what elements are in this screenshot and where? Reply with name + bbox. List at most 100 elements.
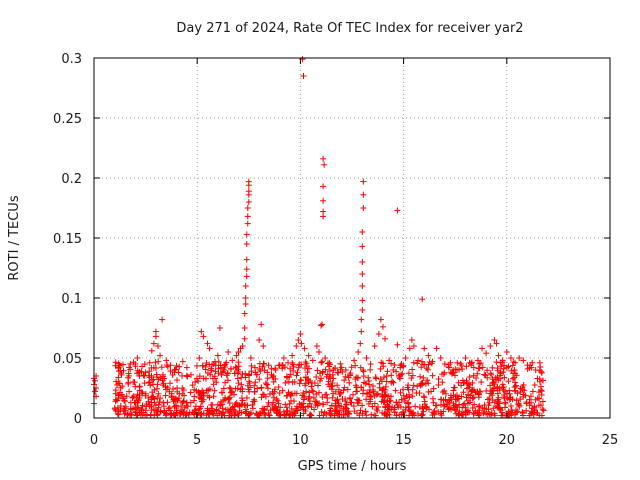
data-point — [142, 407, 149, 414]
data-point — [460, 401, 467, 408]
data-point — [293, 343, 300, 349]
data-point — [456, 366, 463, 373]
data-point — [294, 369, 301, 376]
data-point — [208, 405, 215, 412]
data-point — [374, 407, 381, 414]
data-point — [265, 362, 272, 369]
data-point — [341, 377, 348, 384]
data-point — [155, 401, 162, 408]
data-point — [414, 360, 421, 367]
data-point — [235, 349, 242, 355]
data-point — [308, 404, 315, 411]
data-point — [360, 191, 367, 198]
data-point — [517, 385, 524, 392]
data-point — [514, 390, 521, 397]
data-point — [512, 383, 519, 390]
data-point — [320, 183, 327, 190]
data-point — [280, 355, 287, 361]
data-point — [536, 378, 543, 385]
data-point — [466, 381, 473, 388]
data-point — [275, 384, 282, 391]
data-point — [300, 404, 307, 411]
data-point — [330, 367, 337, 373]
data-point — [502, 399, 509, 406]
data-point — [323, 391, 330, 398]
data-point — [233, 352, 240, 359]
data-point — [259, 363, 266, 370]
data-point — [119, 383, 126, 390]
data-point — [301, 396, 308, 403]
data-point — [181, 392, 188, 399]
data-point — [203, 360, 210, 367]
data-point — [540, 377, 547, 384]
data-point — [452, 372, 459, 379]
data-point — [440, 371, 447, 378]
data-point — [125, 380, 132, 387]
data-point — [308, 383, 315, 390]
data-point — [392, 387, 399, 394]
y-tick-label: 0.2 — [61, 172, 82, 187]
data-point — [249, 405, 256, 412]
data-point — [274, 397, 281, 404]
data-point — [360, 367, 367, 374]
data-point — [500, 369, 507, 376]
data-point — [491, 399, 498, 406]
data-point — [129, 394, 136, 401]
y-tick-label: 0.1 — [61, 292, 82, 307]
data-point — [405, 400, 412, 407]
data-point — [480, 410, 487, 417]
data-point — [432, 402, 439, 409]
data-point — [410, 343, 417, 349]
data-point — [288, 390, 295, 397]
data-point — [372, 374, 379, 381]
data-point — [245, 178, 252, 185]
data-point — [513, 397, 520, 404]
data-point — [164, 399, 171, 406]
data-point — [180, 411, 187, 418]
data-point — [226, 400, 233, 407]
data-point — [458, 362, 465, 369]
data-point — [266, 390, 273, 397]
data-point — [196, 373, 203, 380]
data-point — [398, 361, 405, 367]
data-point — [171, 367, 178, 373]
data-point — [146, 368, 153, 375]
data-point — [528, 399, 535, 406]
data-point — [350, 403, 357, 410]
data-point — [188, 371, 195, 378]
data-point — [494, 373, 501, 380]
data-point — [381, 398, 388, 405]
data-point — [514, 408, 521, 415]
data-point — [493, 340, 500, 347]
data-point — [451, 384, 458, 391]
data-point — [416, 390, 423, 397]
data-point — [358, 328, 365, 335]
data-point — [390, 367, 397, 373]
data-point — [310, 394, 317, 401]
data-point — [150, 340, 157, 347]
data-point — [264, 369, 271, 376]
data-point — [523, 407, 530, 414]
data-point — [334, 369, 341, 376]
data-point — [391, 362, 398, 369]
data-point — [506, 387, 513, 394]
data-point — [245, 371, 252, 378]
data-point — [180, 398, 187, 405]
data-point — [191, 407, 198, 414]
data-point — [334, 382, 341, 389]
data-point — [307, 412, 314, 419]
data-point — [305, 377, 312, 384]
data-point — [391, 409, 398, 416]
data-point — [410, 359, 417, 366]
data-point — [439, 389, 446, 396]
data-point — [332, 388, 339, 395]
data-point — [251, 382, 258, 389]
data-point — [121, 397, 128, 404]
data-point — [335, 411, 342, 418]
data-point — [440, 397, 447, 404]
data-point — [270, 394, 277, 401]
data-point — [152, 328, 159, 335]
data-point — [358, 316, 365, 323]
data-point — [294, 403, 301, 410]
data-point — [360, 178, 367, 185]
